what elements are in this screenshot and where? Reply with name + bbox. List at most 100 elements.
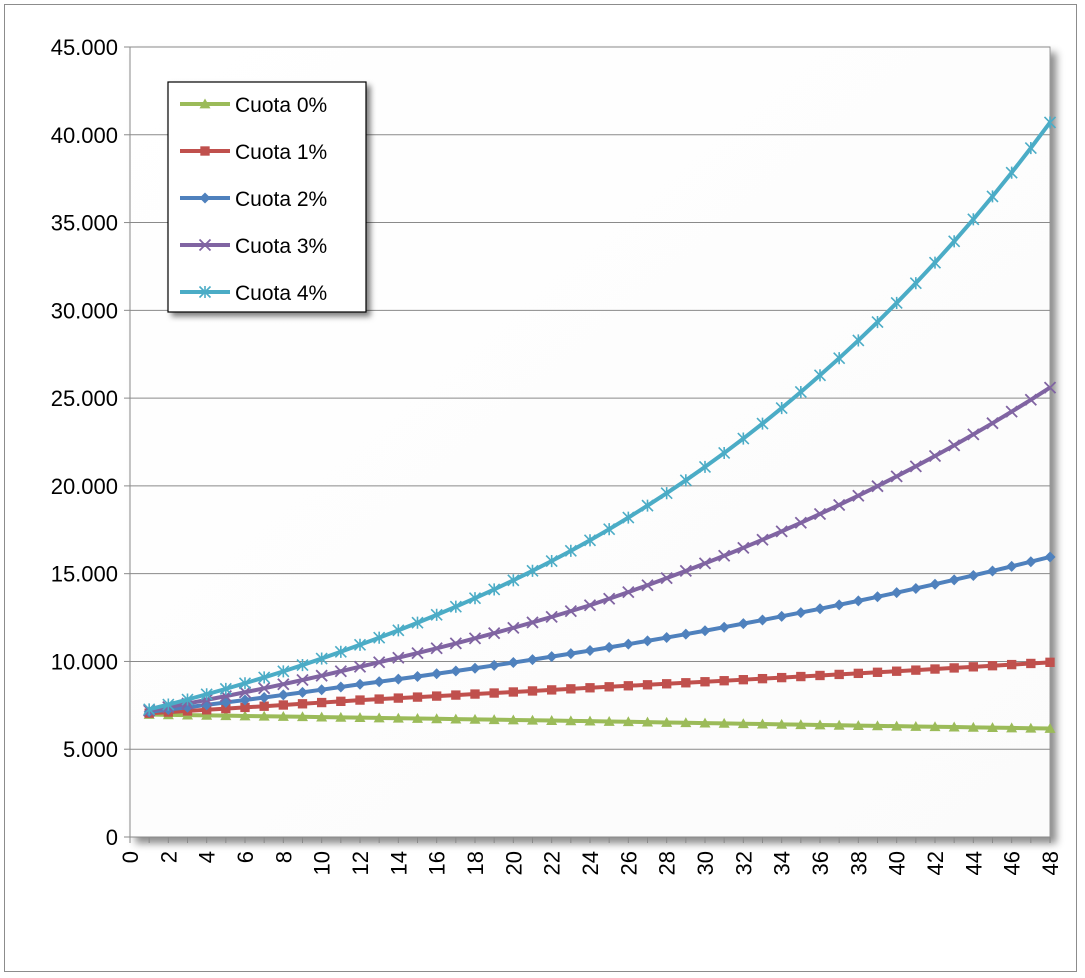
series-marker [278, 700, 289, 710]
chart-frame: 0 5.000 10.000 15.000 20.000 25.000 30.000 35.0… [4, 4, 1077, 972]
series-marker [412, 713, 423, 723]
series-marker [660, 487, 673, 500]
series-marker [507, 714, 519, 725]
x-tick-label: 38 [846, 851, 871, 875]
x-tick-label: 0 [118, 851, 143, 863]
series-marker [737, 618, 749, 630]
series-cuota-0- [143, 709, 1056, 733]
y-tick-label: 0 [106, 825, 118, 850]
series-marker [622, 585, 635, 599]
series-marker [699, 625, 711, 637]
series-marker [679, 564, 692, 578]
series-marker [297, 686, 308, 698]
series-line [149, 712, 1051, 731]
series-marker [872, 667, 883, 677]
legend-label: Cuota 4% [235, 282, 327, 305]
series-marker [986, 190, 999, 203]
series-marker [392, 651, 405, 664]
series-marker [890, 296, 903, 310]
series-marker [757, 673, 768, 684]
series-marker [757, 614, 768, 626]
legend-item: Cuota 3% [180, 235, 327, 258]
series-marker [411, 646, 424, 660]
series-marker [930, 664, 940, 674]
series-marker [987, 722, 998, 733]
series-marker [277, 678, 290, 691]
x-tick-label: 16 [425, 851, 450, 875]
y-tick-label: 15.000 [51, 562, 118, 587]
series-marker [199, 192, 211, 204]
x-tick-label: 40 [885, 851, 910, 875]
x-tick-label: 44 [961, 851, 986, 875]
legend-item: Cuota 1% [180, 141, 327, 164]
series-marker [546, 685, 557, 695]
series-marker [566, 684, 576, 694]
series-marker [815, 670, 825, 681]
series-marker [508, 687, 519, 697]
legend-label: Cuota 0% [235, 94, 327, 117]
series-marker [277, 711, 289, 721]
series-marker [277, 689, 289, 701]
series-marker [795, 719, 807, 730]
series-marker [1024, 393, 1037, 406]
series-marker [833, 599, 845, 611]
series-marker [221, 703, 231, 714]
series-marker [334, 645, 347, 658]
series-marker [718, 446, 731, 460]
series-marker [449, 637, 462, 650]
series-marker [642, 635, 653, 647]
series-marker [871, 315, 884, 329]
legend-label: Cuota 2% [235, 188, 327, 211]
series-marker [603, 523, 616, 536]
series-marker [1006, 560, 1018, 572]
x-tick-label: 10 [310, 851, 335, 875]
x-tick-label: 36 [808, 851, 833, 875]
legend-label: Cuota 1% [235, 141, 327, 164]
series-marker [852, 489, 865, 502]
series-marker [910, 582, 922, 594]
series-marker [738, 675, 749, 685]
series-marker [431, 691, 442, 701]
series-marker [603, 715, 615, 726]
series-marker [775, 525, 788, 538]
series-marker [910, 720, 922, 731]
series-marker [623, 681, 634, 691]
series-marker [833, 719, 845, 730]
series-marker [814, 719, 826, 730]
series-marker [430, 642, 443, 655]
y-tick-label: 20.000 [51, 474, 118, 499]
series-marker [928, 256, 942, 269]
x-tick-label: 42 [923, 851, 948, 875]
series-marker [929, 578, 941, 590]
series-marker [393, 693, 404, 703]
series-marker [987, 661, 998, 671]
x-tick-label: 22 [540, 851, 565, 875]
series-marker [316, 684, 328, 696]
series-marker [143, 703, 156, 716]
series-marker [776, 718, 788, 729]
legend-item: Cuota 2% [180, 188, 327, 211]
series-marker [374, 694, 384, 704]
legend: Cuota 0% Cuota 1% Cuota 2% Cuota 3% Cuota 4% [167, 81, 367, 313]
series-marker [833, 498, 846, 512]
series-marker [239, 694, 251, 706]
series-marker [219, 682, 232, 695]
series-marker [967, 428, 980, 441]
series-marker [315, 669, 328, 682]
series-marker [468, 632, 482, 645]
x-tick-label: 12 [348, 851, 373, 875]
x-tick-label: 14 [386, 851, 411, 875]
x-tick-label: 48 [1038, 851, 1063, 875]
series-marker [928, 449, 942, 463]
series-marker [450, 665, 462, 677]
x-tick-label: 32 [731, 851, 756, 875]
series-marker [583, 599, 597, 612]
x-tick-label: 30 [693, 851, 718, 875]
x-tick-label: 24 [578, 851, 603, 875]
series-marker [719, 676, 729, 686]
series-marker [546, 651, 558, 663]
series-marker [813, 507, 827, 521]
series-marker [911, 665, 921, 675]
x-tick-label: 6 [233, 851, 258, 863]
series-marker [622, 638, 634, 650]
